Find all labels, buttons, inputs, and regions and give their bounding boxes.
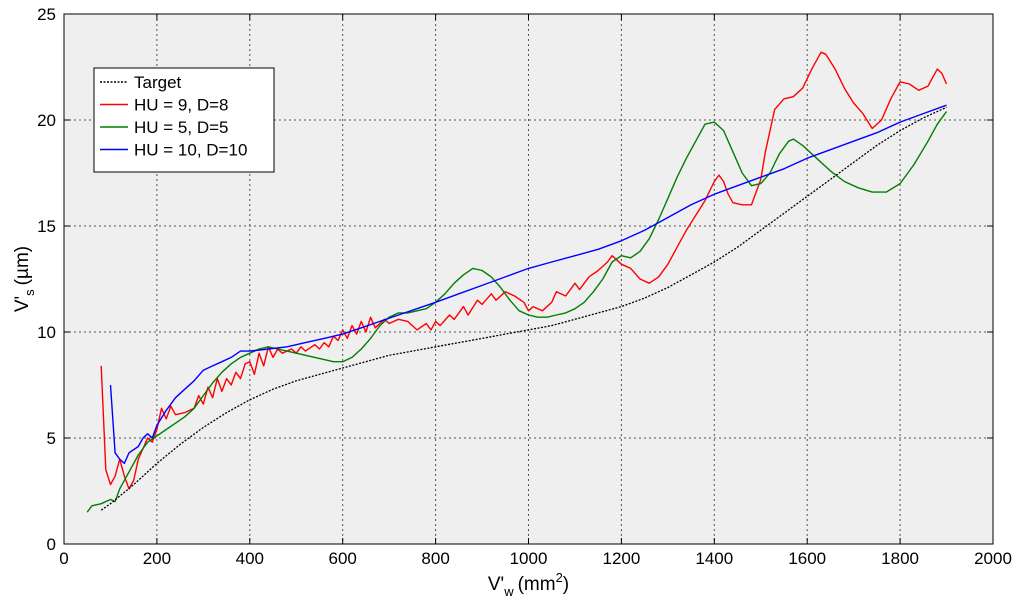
x-tick-label: 200 [143, 549, 171, 568]
series-layer [86, 51, 948, 513]
legend-label: Target [134, 73, 182, 92]
x-tick-label: 400 [236, 549, 264, 568]
x-tick-label: 2000 [974, 549, 1012, 568]
series-line-1 [100, 51, 948, 490]
series-line-0 [100, 106, 947, 511]
x-tick-label: 1000 [510, 549, 548, 568]
y-tick-label: 20 [37, 111, 56, 130]
legend-label: HU = 5, D=5 [134, 118, 229, 137]
y-tick-label: 10 [37, 323, 56, 342]
series-line-2 [86, 111, 948, 513]
y-tick-label: 15 [37, 217, 56, 236]
x-tick-label: 1800 [881, 549, 919, 568]
ticks: 0 200 400 600 800 1000 1200 1400 1600 1800 2000 0 5 1… [37, 5, 1012, 568]
x-tick-label: 1200 [602, 549, 640, 568]
legend: Target HU = 9, D=8 HU = 5, D=5 HU = 10, D=1… [93, 67, 275, 173]
y-tick-label: 5 [47, 429, 56, 448]
legend-label: HU = 9, D=8 [134, 96, 229, 115]
x-tick-label: 1600 [788, 549, 826, 568]
y-axis-label: V's(µm) [12, 246, 37, 312]
y-tick-label: 0 [47, 535, 56, 554]
x-axis-label: V'w (mm2) [488, 570, 569, 599]
x-tick-label: 800 [421, 549, 449, 568]
y-tick-label: 25 [37, 5, 56, 24]
x-tick-label: 600 [329, 549, 357, 568]
x-tick-label: 0 [59, 549, 68, 568]
x-tick-label: 1400 [695, 549, 733, 568]
legend-box [93, 67, 275, 173]
grid [64, 14, 993, 544]
series-line-3 [109, 104, 947, 465]
legend-label: HU = 10, D=10 [134, 141, 247, 160]
